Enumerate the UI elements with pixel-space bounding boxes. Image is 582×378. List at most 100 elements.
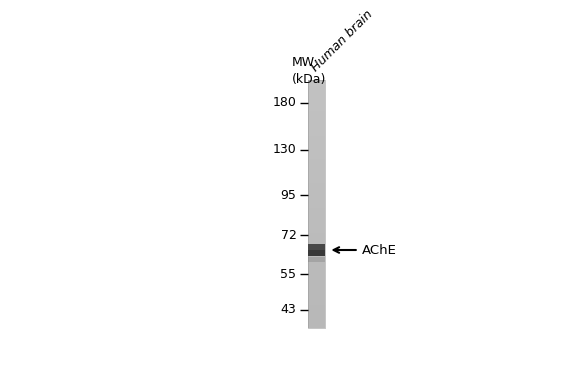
Bar bbox=[308, 80, 325, 82]
Bar bbox=[308, 171, 325, 173]
Bar bbox=[308, 322, 325, 324]
Bar bbox=[308, 280, 325, 282]
Bar bbox=[308, 208, 325, 210]
Bar bbox=[308, 105, 325, 107]
Bar bbox=[308, 262, 325, 264]
Bar bbox=[308, 245, 325, 247]
Bar bbox=[308, 121, 325, 124]
Bar bbox=[308, 243, 325, 245]
Bar bbox=[308, 278, 325, 280]
Bar bbox=[308, 181, 325, 183]
Text: (kDa): (kDa) bbox=[292, 73, 327, 86]
Bar bbox=[308, 251, 325, 254]
Bar bbox=[308, 220, 325, 223]
Bar bbox=[308, 159, 325, 161]
Bar bbox=[308, 315, 325, 318]
Bar bbox=[308, 124, 325, 125]
Bar bbox=[308, 163, 325, 165]
Bar bbox=[308, 244, 325, 256]
Text: 55: 55 bbox=[281, 268, 296, 281]
Bar bbox=[308, 231, 325, 233]
Bar bbox=[308, 177, 325, 179]
Bar bbox=[308, 233, 325, 235]
Bar bbox=[308, 152, 325, 155]
Bar bbox=[308, 270, 325, 272]
Bar bbox=[308, 260, 325, 262]
Bar bbox=[308, 210, 325, 212]
Bar bbox=[308, 227, 325, 229]
Bar bbox=[308, 138, 325, 140]
Bar bbox=[308, 309, 325, 311]
Bar bbox=[308, 324, 325, 325]
Bar bbox=[308, 212, 325, 214]
Bar bbox=[308, 128, 325, 130]
Bar bbox=[308, 169, 325, 171]
Bar bbox=[308, 194, 325, 196]
Bar bbox=[308, 107, 325, 109]
Bar bbox=[308, 93, 325, 95]
Bar bbox=[308, 284, 325, 287]
Bar bbox=[308, 216, 325, 218]
Bar bbox=[308, 299, 325, 301]
Bar bbox=[308, 189, 325, 192]
Bar bbox=[308, 311, 325, 313]
Bar bbox=[308, 244, 325, 250]
Bar bbox=[308, 103, 325, 105]
Bar bbox=[308, 142, 325, 144]
Bar bbox=[308, 297, 325, 299]
Bar bbox=[308, 214, 325, 216]
Text: 130: 130 bbox=[273, 143, 296, 156]
Bar bbox=[308, 305, 325, 307]
Text: 43: 43 bbox=[281, 303, 296, 316]
Bar bbox=[308, 274, 325, 276]
Bar bbox=[308, 88, 325, 91]
Bar bbox=[308, 206, 325, 208]
Bar bbox=[308, 132, 325, 134]
Bar bbox=[308, 218, 325, 220]
Bar bbox=[308, 156, 325, 159]
Bar bbox=[308, 179, 325, 181]
Text: 95: 95 bbox=[281, 189, 296, 201]
Bar bbox=[308, 257, 325, 260]
Bar bbox=[308, 235, 325, 237]
Bar bbox=[308, 97, 325, 99]
Bar bbox=[308, 200, 325, 202]
Text: MW: MW bbox=[292, 56, 315, 69]
Bar bbox=[308, 113, 325, 115]
Bar bbox=[308, 167, 325, 169]
Bar bbox=[308, 239, 325, 241]
Bar bbox=[308, 101, 325, 103]
Bar bbox=[308, 87, 325, 88]
Bar bbox=[308, 173, 325, 175]
Bar bbox=[308, 192, 325, 194]
Bar bbox=[308, 325, 325, 328]
Bar bbox=[308, 254, 325, 256]
Bar bbox=[308, 319, 325, 322]
Bar bbox=[308, 183, 325, 186]
Bar bbox=[308, 119, 325, 121]
Bar bbox=[308, 165, 325, 167]
Bar bbox=[308, 155, 325, 156]
Bar bbox=[308, 146, 325, 148]
Bar bbox=[308, 303, 325, 305]
Bar bbox=[308, 282, 325, 284]
Text: Human brain: Human brain bbox=[310, 8, 376, 74]
Bar bbox=[308, 204, 325, 206]
Bar bbox=[308, 125, 325, 128]
Bar bbox=[308, 111, 325, 113]
Bar bbox=[308, 313, 325, 315]
Text: AChE: AChE bbox=[363, 243, 397, 257]
Bar bbox=[308, 134, 325, 136]
Bar bbox=[308, 256, 325, 257]
Bar bbox=[308, 202, 325, 204]
Bar bbox=[308, 84, 325, 87]
Bar bbox=[308, 318, 325, 319]
Bar bbox=[308, 109, 325, 111]
Bar bbox=[308, 293, 325, 295]
Bar bbox=[308, 272, 325, 274]
Bar bbox=[308, 95, 325, 97]
Bar bbox=[308, 223, 325, 225]
Text: 180: 180 bbox=[272, 96, 296, 109]
Bar bbox=[308, 229, 325, 231]
Bar bbox=[308, 196, 325, 198]
